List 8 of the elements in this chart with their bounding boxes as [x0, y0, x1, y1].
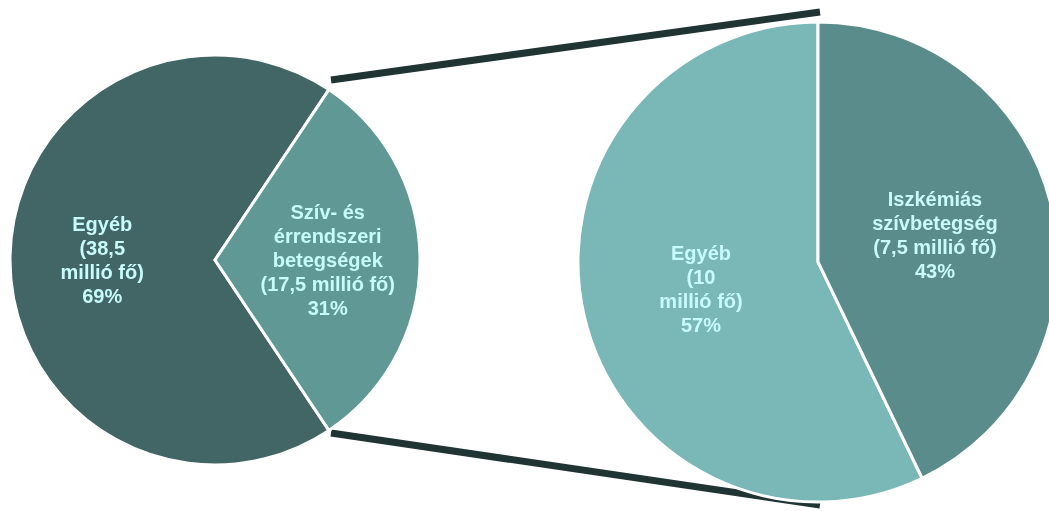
data-label: (17,5 millió fő) 31%	[260, 273, 395, 319]
slice-label: Egyéb	[72, 213, 133, 235]
slice-label: Szív- és érrendszeri betegségek	[272, 201, 384, 271]
slice-label: Egyéb	[670, 241, 732, 264]
data-label: (38,5 millió fő) 69%	[60, 237, 144, 307]
slice-label: Iszkémiás szívbetegség	[872, 188, 998, 235]
data-label: (7,5 millió fő) 43%	[873, 236, 997, 283]
data-label: (10 millió fő) 57%	[659, 265, 743, 336]
